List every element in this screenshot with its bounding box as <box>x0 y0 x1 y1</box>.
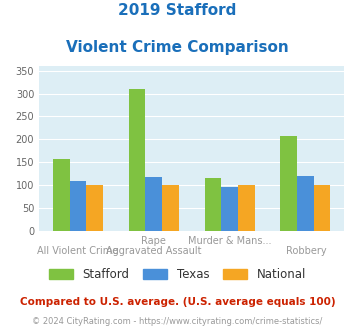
Bar <box>221 186 238 231</box>
Bar <box>146 177 162 231</box>
Bar <box>297 176 314 231</box>
Text: Aggravated Assault: Aggravated Assault <box>106 246 201 256</box>
Bar <box>204 178 221 231</box>
Bar <box>280 136 297 231</box>
Text: 2019 Stafford: 2019 Stafford <box>118 3 237 18</box>
Text: All Violent Crime: All Violent Crime <box>37 246 118 256</box>
Bar <box>238 185 255 231</box>
Legend: Stafford, Texas, National: Stafford, Texas, National <box>44 263 311 286</box>
Bar <box>162 185 179 231</box>
Text: Murder & Mans...: Murder & Mans... <box>188 236 272 246</box>
Text: © 2024 CityRating.com - https://www.cityrating.com/crime-statistics/: © 2024 CityRating.com - https://www.city… <box>32 317 323 326</box>
Text: Compared to U.S. average. (U.S. average equals 100): Compared to U.S. average. (U.S. average … <box>20 297 335 307</box>
Bar <box>53 159 70 231</box>
Bar <box>314 185 331 231</box>
Bar <box>129 89 146 231</box>
Bar <box>70 181 86 231</box>
Text: Rape: Rape <box>141 236 166 246</box>
Text: Violent Crime Comparison: Violent Crime Comparison <box>66 40 289 54</box>
Bar <box>86 185 103 231</box>
Text: Robbery: Robbery <box>286 246 327 256</box>
